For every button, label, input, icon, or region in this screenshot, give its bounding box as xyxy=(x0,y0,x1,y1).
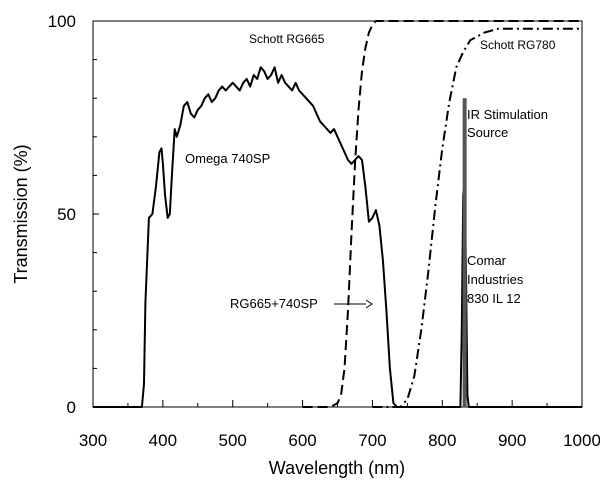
ir-label-line-1: IR Stimulation xyxy=(467,107,548,122)
comar-label-line-1: Comar xyxy=(467,253,507,268)
series-line-schott-rg665 xyxy=(302,20,582,408)
x-axis-title: Wavelength (nm) xyxy=(269,458,405,478)
y-tick-label: 50 xyxy=(57,205,76,224)
label-ir-stimulation-source: IR Stimulation Source xyxy=(467,107,552,140)
label-schott-rg665: Schott RG665 xyxy=(249,32,325,46)
x-tick-labels: 300 400 500 600 700 800 900 1000 xyxy=(79,431,600,450)
series-layer xyxy=(93,20,582,408)
y-tick-label: 100 xyxy=(48,12,76,31)
comar-label-line-3: 830 IL 12 xyxy=(467,291,521,306)
bars-layer xyxy=(462,98,467,407)
x-tick-label: 500 xyxy=(219,431,247,450)
x-tick-label: 1000 xyxy=(563,431,600,450)
rg665-740sp-arrow xyxy=(334,299,373,309)
label-rg665-740sp: RG665+740SP xyxy=(230,296,318,311)
x-tick-label: 800 xyxy=(428,431,456,450)
x-tick-label: 400 xyxy=(149,431,177,450)
y-axis-title: Transmission (%) xyxy=(11,144,31,283)
ir-stimulation-source-bar xyxy=(462,98,467,407)
x-tick-label: 700 xyxy=(358,431,386,450)
y-tick-label: 0 xyxy=(67,398,76,417)
x-tick-label: 600 xyxy=(288,431,316,450)
ir-label-line-2: Source xyxy=(467,125,508,140)
label-omega-740sp: Omega 740SP xyxy=(185,151,270,166)
comar-label-line-2: Industries xyxy=(467,272,524,287)
series-line-schott-rg780 xyxy=(372,27,582,408)
x-tick-label: 300 xyxy=(79,431,107,450)
y-tick-labels: 0 50 100 xyxy=(48,12,76,417)
label-schott-rg780: Schott RG780 xyxy=(480,38,556,52)
x-tick-label: 900 xyxy=(498,431,526,450)
label-comar-industries: Comar Industries 830 IL 12 xyxy=(467,253,527,306)
